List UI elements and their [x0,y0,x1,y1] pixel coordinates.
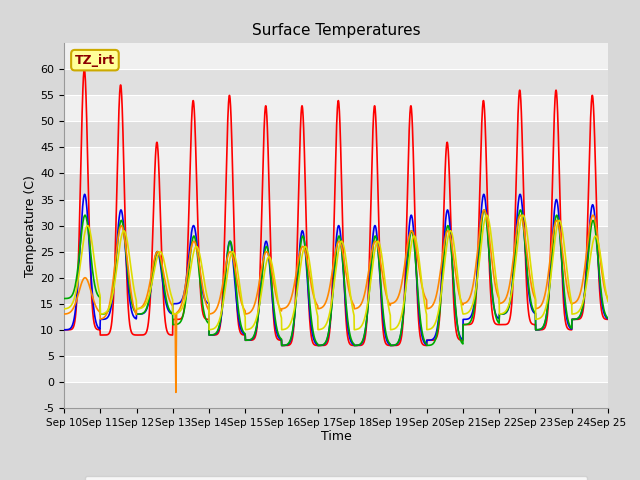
Bar [64,200,608,226]
Bar [64,121,608,147]
Legend: IRT Ground, IRT Canopy, Floor Tair, Tower TAir, TsoilD_2cm: IRT Ground, IRT Canopy, Floor Tair, Towe… [84,476,588,480]
Bar [64,226,608,252]
Y-axis label: Temperature (C): Temperature (C) [24,175,37,276]
X-axis label: Time: Time [321,431,351,444]
Bar [64,96,608,121]
Bar [64,173,608,200]
Bar [64,278,608,304]
Bar [64,252,608,278]
Bar [64,382,608,408]
Text: TZ_irt: TZ_irt [75,54,115,67]
Bar [64,147,608,173]
Bar [64,69,608,96]
Bar [64,356,608,382]
Bar [64,330,608,356]
Title: Surface Temperatures: Surface Temperatures [252,23,420,38]
Bar [64,304,608,330]
